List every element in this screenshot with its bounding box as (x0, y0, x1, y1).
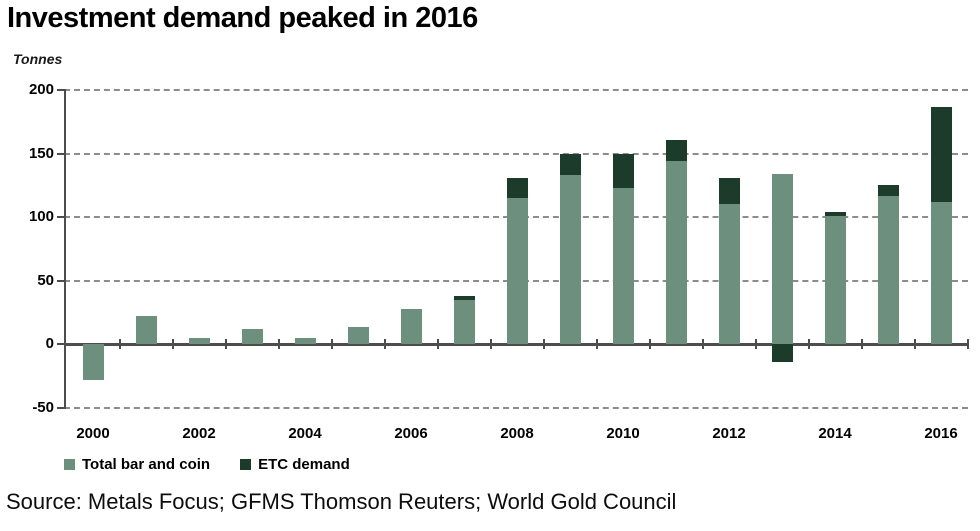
bar-2000-bar-and-coin (82, 344, 104, 380)
bar-2009-bar-and-coin (559, 175, 581, 345)
x-tick-label-2002: 2002 (182, 425, 216, 442)
bar-2014-bar-and-coin (824, 215, 846, 345)
x-axis-tick-2 (224, 339, 227, 350)
x-tick-label-2014: 2014 (818, 425, 852, 442)
x-axis-tick-14 (860, 339, 863, 350)
bar-2010-etc-demand (612, 153, 634, 188)
x-axis-tick-9 (595, 339, 598, 350)
x-axis-tick-1 (171, 339, 174, 350)
legend-label-bar-and-coin: Total bar and coin (82, 456, 211, 473)
y-axis-tick-200 (57, 89, 66, 91)
gridline-200 (64, 89, 968, 91)
x-axis-tick-7 (489, 339, 492, 350)
bar-2016-bar-and-coin (930, 201, 952, 345)
y-axis-tick-150 (57, 152, 66, 155)
bar-2012-etc-demand (718, 177, 740, 205)
x-axis-tick-6 (436, 339, 439, 350)
legend-item-etc-demand: ETC demand (240, 456, 350, 473)
x-tick-label-2000: 2000 (76, 425, 110, 442)
x-tick-label-2016: 2016 (924, 425, 958, 442)
bar-2009-etc-demand (559, 153, 581, 176)
bar-2001-bar-and-coin (135, 316, 157, 345)
bar-2007-bar-and-coin (453, 299, 475, 345)
bar-2008-bar-and-coin (506, 198, 528, 345)
y-tick-label-50: 50 (37, 271, 54, 289)
source-note: Source: Metals Focus; GFMS Thomson Reute… (6, 489, 677, 514)
x-axis-tick-8 (542, 339, 545, 350)
bar-2015-etc-demand (877, 185, 899, 196)
y-tick-label-0: 0 (45, 335, 54, 353)
bar-2007-etc-demand (453, 296, 475, 300)
legend-item-bar-and-coin: Total bar and coin (64, 456, 210, 473)
bar-2006-bar-and-coin (400, 308, 422, 345)
bar-2008-etc-demand (506, 177, 528, 199)
y-tick-label-150: 150 (28, 144, 54, 162)
x-axis-tick-16 (966, 339, 969, 350)
x-tick-label-2008: 2008 (500, 425, 534, 442)
y-axis-unit-label: Tonnes (13, 51, 63, 67)
gridline-150 (64, 152, 968, 155)
y-axis-line (64, 90, 66, 408)
x-tick-label-2010: 2010 (606, 425, 640, 442)
bar-2002-bar-and-coin (188, 338, 210, 345)
bar-2016-etc-demand (930, 106, 952, 202)
etc-demand-swatch-icon (240, 459, 252, 470)
bar-2010-bar-and-coin (612, 187, 634, 345)
bar-2011-bar-and-coin (665, 161, 687, 345)
y-axis-tick-0 (57, 343, 66, 346)
x-axis-tick-13 (807, 339, 810, 350)
chart-title: Investment demand peaked in 2016 (7, 2, 478, 34)
y-axis-tick-50 (57, 279, 66, 282)
y-axis-tick--50 (57, 407, 66, 409)
x-axis-tick-11 (701, 339, 704, 350)
y-axis-tick-100 (57, 216, 66, 219)
legend-label-etc-demand: ETC demand (258, 456, 350, 473)
y-tick-label--50: -50 (32, 399, 54, 416)
bar-2013-bar-and-coin (771, 173, 793, 345)
legend: Total bar and coin ETC demand (64, 456, 350, 473)
bar-2005-bar-and-coin (347, 326, 369, 345)
gridline--50 (64, 407, 968, 409)
y-tick-label-200: 200 (28, 81, 54, 98)
x-axis-tick-5 (383, 339, 386, 350)
x-tick-label-2006: 2006 (394, 425, 428, 442)
x-axis-tick-12 (754, 339, 757, 350)
bar-2013-etc-demand (771, 344, 793, 363)
x-tick-label-2004: 2004 (288, 425, 322, 442)
x-axis-tick-4 (330, 339, 333, 350)
bar-2012-bar-and-coin (718, 204, 740, 345)
x-tick-label-2012: 2012 (712, 425, 746, 442)
x-axis-tick-3 (277, 339, 280, 350)
bar-2014-etc-demand (824, 212, 846, 216)
bar-and-coin-swatch-icon (64, 459, 75, 470)
bar-2011-etc-demand (665, 139, 687, 162)
x-axis-tick-0 (118, 339, 121, 350)
x-axis-line (64, 343, 968, 347)
x-axis-tick-15 (913, 339, 916, 350)
x-axis-tick-10 (648, 339, 651, 350)
bar-2015-bar-and-coin (877, 195, 899, 345)
bar-2003-bar-and-coin (241, 329, 263, 345)
bar-2004-bar-and-coin (294, 338, 316, 345)
y-tick-label-100: 100 (28, 208, 54, 226)
